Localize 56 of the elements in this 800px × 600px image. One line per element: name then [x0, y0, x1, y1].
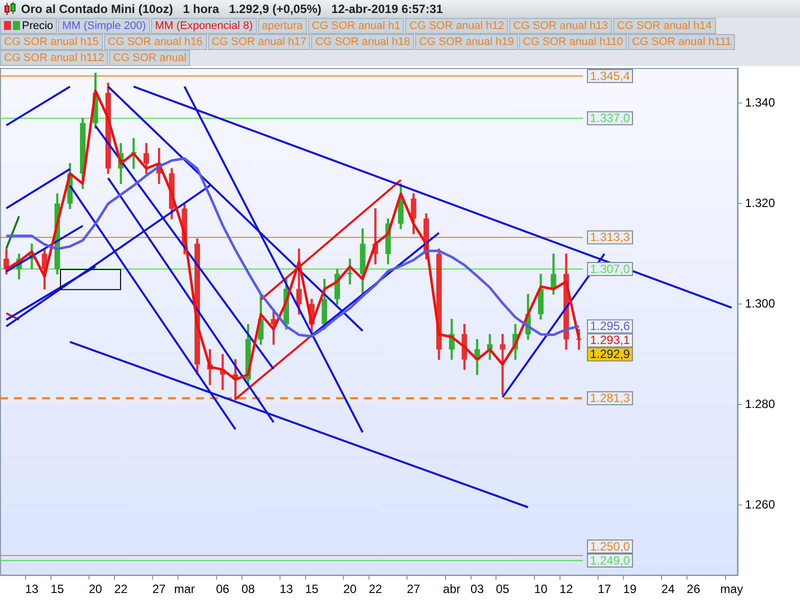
y-tick-label: 1.300	[745, 296, 776, 311]
text: CG SOR anual h18	[311, 34, 414, 50]
data-label: 1.295,6	[590, 319, 630, 334]
data-label: 1.293,1	[590, 333, 630, 348]
ref-line-label: 1.249,0	[590, 553, 630, 568]
x-tick-label: 06	[216, 582, 230, 596]
x-tick-label: 22	[114, 582, 128, 596]
x-tick-label: 19	[623, 582, 637, 596]
y-tick-label: 1.280	[745, 397, 776, 412]
ref-line-label: 1.307,0	[590, 262, 630, 276]
text: apertura	[258, 18, 307, 34]
x-tick-label: 20	[88, 582, 102, 596]
y-tick-label: 1.340	[745, 95, 776, 110]
text: CG SOR anual	[109, 50, 190, 66]
text: CG SOR anual h110	[518, 34, 627, 50]
x-tick-label: 27	[152, 582, 166, 596]
text: CG SOR anual h1	[308, 18, 404, 34]
x-tick-label: 12	[560, 582, 574, 596]
x-tick-label: mar	[174, 582, 195, 596]
x-tick-label: 15	[50, 582, 64, 596]
ref-line-label: 1.337,0	[590, 111, 630, 126]
x-tick-label: 26	[686, 582, 700, 596]
x-tick-label: 17	[598, 582, 612, 596]
text: 1.292,9	[590, 347, 630, 362]
y-tick-label: 1.320	[745, 196, 776, 210]
ref-line-label: 1.281,3	[590, 391, 630, 406]
text: CG SOR anual h15	[0, 34, 103, 50]
text: MM (Exponencial 8)	[150, 18, 257, 34]
x-tick-label: 15	[305, 582, 319, 596]
text: CG SOR anual h17	[208, 34, 310, 50]
text: CG SOR anual h14	[612, 18, 716, 34]
y-tick-label: 1.260	[745, 498, 776, 512]
text: CG SOR anual h12	[405, 18, 508, 34]
x-tick-label: abr	[443, 582, 460, 596]
x-tick-label: 27	[406, 582, 421, 596]
ref-line-label: 1.250,0	[590, 539, 630, 554]
x-tick-label: 20	[343, 582, 357, 596]
x-tick-label: 24	[661, 582, 676, 596]
text: CG SOR anual h19	[415, 34, 518, 50]
legend-label: Precio	[0, 18, 58, 34]
x-tick-label: 03	[470, 582, 484, 596]
text: CG SOR anual h13	[509, 18, 612, 34]
chart-title: Oro al Contado Mini (10oz) 1 hora 1.292,9 (+0,05%) 12-abr-2019 6:57:31	[21, 2, 443, 16]
x-tick-label: 13	[280, 582, 294, 596]
x-tick-label: 13	[25, 582, 39, 596]
text: CG SOR anual h111	[628, 34, 736, 50]
ref-line-label: 1.345,4	[590, 68, 630, 83]
x-tick-label: 08	[241, 582, 256, 596]
text: CG SOR anual h16	[104, 34, 207, 50]
text: CG SOR anual h112	[0, 50, 108, 66]
x-tick-label: may	[720, 582, 743, 596]
ref-line-label: 1.313,3	[590, 230, 630, 244]
x-tick-label: 10	[534, 582, 548, 596]
x-tick-label: 05	[496, 582, 510, 596]
text: MM (Simple 200)	[58, 18, 150, 34]
x-tick-label: 22	[368, 582, 382, 596]
